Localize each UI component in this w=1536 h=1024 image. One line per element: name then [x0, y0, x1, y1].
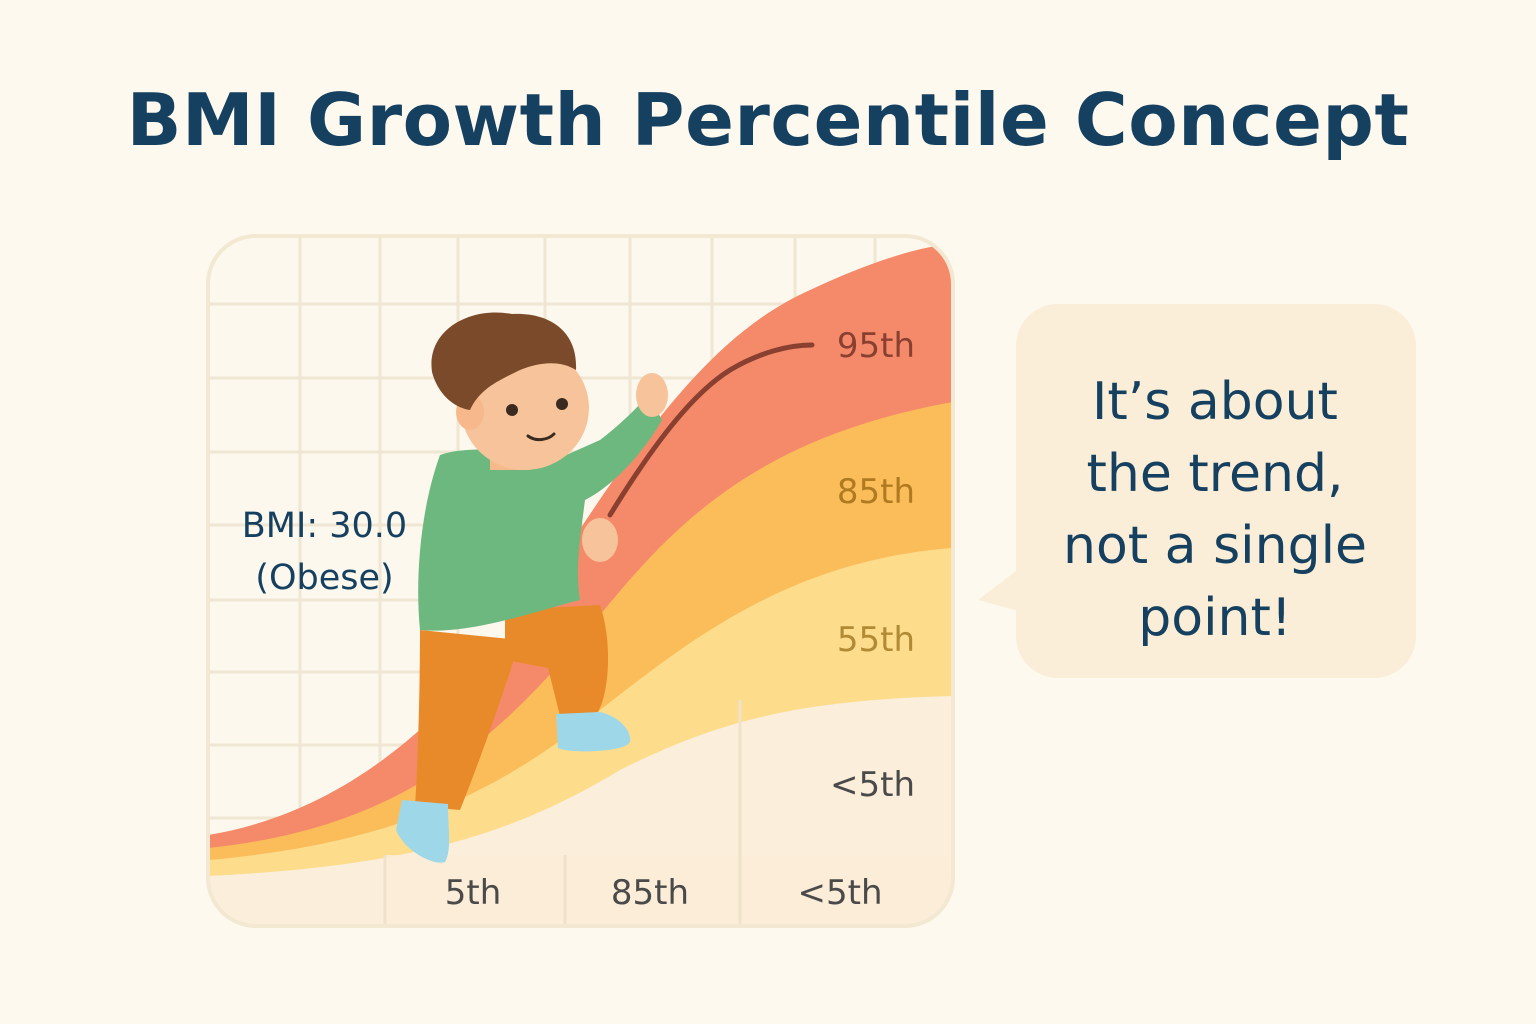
band-label-85th: 85th: [836, 472, 915, 512]
speech-bubble: [978, 304, 1416, 678]
bubble-line: It’s about: [1092, 372, 1338, 432]
trend-line: [607, 342, 815, 518]
x-axis-label-5th: 5th: [444, 873, 502, 913]
bubble-line: not a single: [1062, 516, 1368, 576]
bmi-value: BMI: 30.0: [241, 506, 408, 546]
speech-bubble-text: It’s about the trend, not a single point…: [1030, 366, 1400, 654]
x-axis-strip: [385, 855, 953, 926]
bubble-line: the trend,: [1086, 444, 1344, 504]
chart-card-border: [206, 234, 955, 928]
bubble-line: point!: [1138, 588, 1292, 648]
x-axis-label-lt5th: <5th: [797, 873, 883, 913]
band-label-55th: 55th: [836, 620, 915, 660]
band-label-95th: 95th: [836, 326, 915, 366]
child-climbing-curve-icon: [396, 312, 668, 863]
x-axis-label-85th: 85th: [610, 873, 690, 913]
bmi-annotation: BMI: 30.0 (Obese): [212, 500, 437, 604]
bmi-category: (Obese): [255, 558, 394, 598]
page-title: BMI Growth Percentile Concept: [126, 78, 1410, 162]
band-label-lt5th: <5th: [830, 765, 915, 805]
